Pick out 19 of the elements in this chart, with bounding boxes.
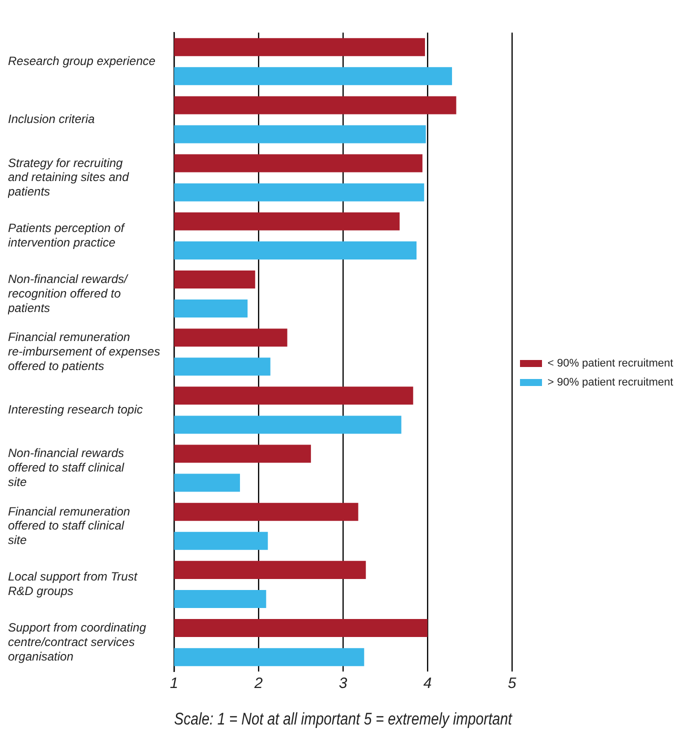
legend-label: > 90% patient recruitment	[548, 376, 674, 389]
y-tick-label: Financial remuneration offered to staff clinical site	[8, 504, 130, 548]
legend-label: < 90% patient recruitment	[548, 358, 674, 370]
y-tick-label: Local support from Trust R&D groups	[8, 570, 138, 598]
x-tick-label: 3	[338, 674, 348, 692]
y-tick-label: Strategy for recruiting and retaining sites and patients	[7, 156, 130, 199]
y-tick-label: Financial remuneration re-imbursement of expenses offered to patients	[8, 330, 160, 373]
y-tick-label: Patients perception of intervention practice	[8, 221, 126, 250]
x-tick-label: 4	[423, 674, 432, 692]
x-tick-label: 1	[170, 674, 178, 692]
y-tick-label: Non-financial rewards/ recognition offered to patients	[7, 272, 130, 315]
x-tick-label: 5	[508, 674, 517, 692]
y-tick-label: Research group experience	[8, 54, 156, 68]
y-tick-label: Interesting research topic	[8, 402, 143, 417]
y-tick-label: Support from coordinating centre/contract services organisation	[8, 620, 146, 664]
y-tick-label: Inclusion criteria	[8, 112, 96, 126]
x-axis-title: Scale: 1 = Not at all important 5 = extremely important	[174, 710, 512, 729]
x-tick-label: 2	[253, 674, 264, 692]
y-tick-label: Non-financial rewards offered to staff clinical site	[8, 446, 124, 490]
